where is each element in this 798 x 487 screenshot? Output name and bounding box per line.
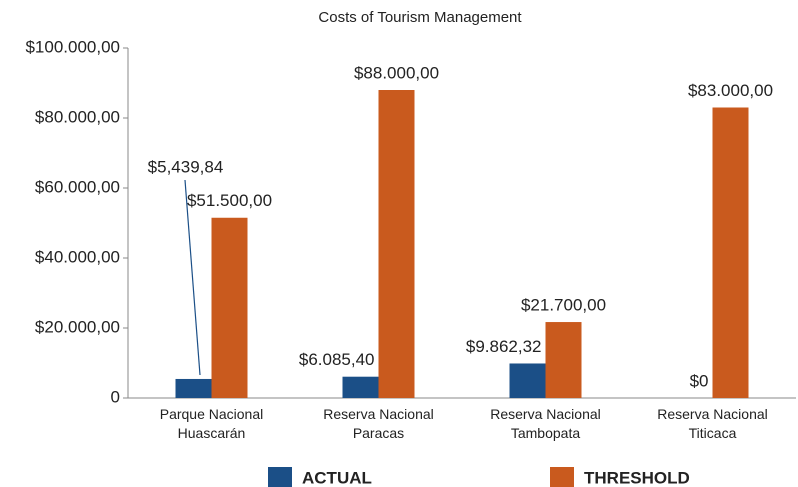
value-label: $83.000,00 [688,81,773,100]
x-tick-label: Parque Nacional Huascarán [160,406,264,441]
y-tick-label: $100.000,00 [25,37,120,56]
leader-line [184,179,201,376]
legend-swatch [550,467,574,487]
x-tick-label: Reserva Nacional Tambopata [490,406,601,441]
bar [545,322,582,398]
value-label: $21.700,00 [521,296,606,315]
y-tick-label: $20.000,00 [35,317,120,336]
bar [175,378,212,398]
y-tick-label: 0 [111,387,120,406]
x-tick-label: Reserva Nacional Titicaca [657,406,768,441]
bar [342,376,379,398]
legend-label: ACTUAL [302,468,372,487]
legend-swatch [268,467,292,487]
value-label: $5,439,84 [148,157,224,176]
x-tick-label: Reserva Nacional Paracas [323,406,434,441]
value-label: $9.862,32 [466,337,542,356]
y-tick-label: $80.000,00 [35,107,120,126]
bar [211,217,248,398]
value-label: $88.000,00 [354,63,439,82]
value-label: $51.500,00 [187,191,272,210]
bar [378,90,415,398]
value-label: $6.085,40 [299,350,375,369]
y-tick-label: $60.000,00 [35,177,120,196]
legend-label: THRESHOLD [584,468,690,487]
chart-title: Costs of Tourism Management [318,9,522,26]
value-label: $0 [690,371,709,390]
y-tick-label: $40.000,00 [35,247,120,266]
bar [509,363,546,398]
bar [712,107,749,398]
